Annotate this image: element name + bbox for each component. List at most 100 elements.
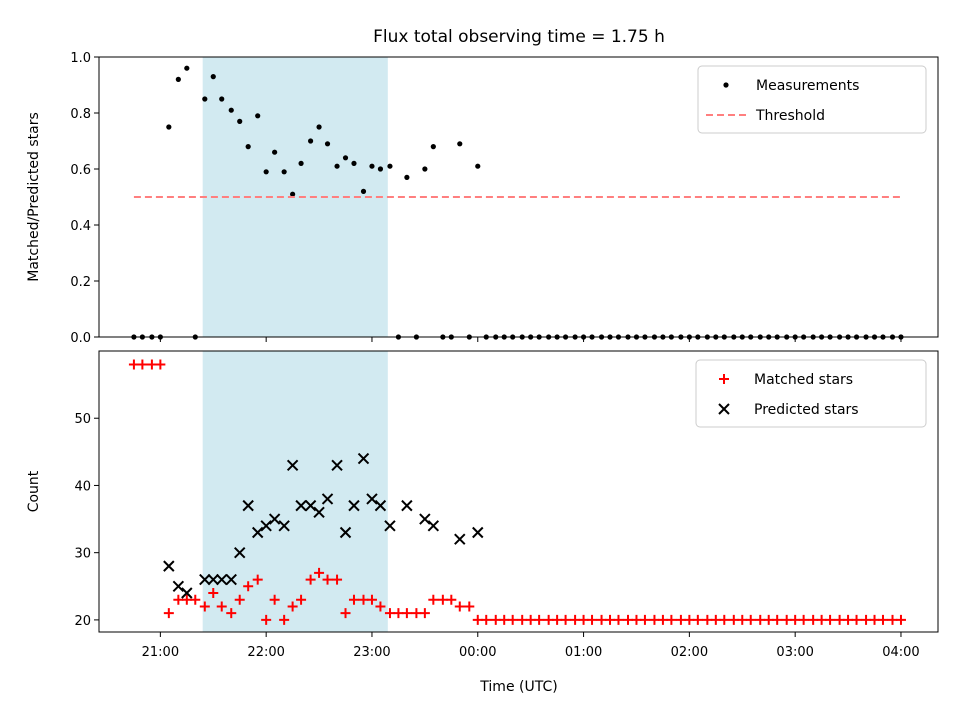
x-tick-label: 01:00 bbox=[565, 645, 602, 660]
predicted-star-point bbox=[207, 573, 219, 586]
predicted-star-point bbox=[286, 459, 299, 471]
predicted-star-point bbox=[427, 520, 440, 532]
matched-star-point bbox=[587, 614, 598, 625]
matched-star-point bbox=[181, 594, 192, 605]
count-x-ticks: 21:00 22:00 23:00 00:00 01:00 02:00 03:00 04:00 bbox=[142, 632, 920, 660]
predicted-star-point bbox=[331, 459, 343, 471]
matched-star-point bbox=[570, 614, 581, 625]
measurement-point bbox=[377, 166, 384, 172]
predicted-star-point bbox=[401, 499, 413, 512]
predicted-star-point bbox=[260, 520, 272, 532]
predicted-star-point bbox=[295, 499, 307, 512]
matched-star-point bbox=[366, 594, 377, 605]
measurement-point bbox=[281, 169, 287, 175]
matched-star-point bbox=[199, 601, 210, 612]
predicted-star-point bbox=[339, 526, 352, 539]
matched-star-point bbox=[128, 359, 139, 370]
count-y-ticks: 20 30 40 50 bbox=[74, 412, 99, 629]
matched-star-point bbox=[790, 614, 801, 625]
matched-star-point bbox=[702, 614, 713, 625]
predicted-star-point bbox=[348, 499, 360, 512]
legend-label: Matched stars bbox=[754, 372, 853, 388]
y-tick-label: 1.0 bbox=[70, 51, 91, 66]
predicted-star-point bbox=[454, 533, 466, 545]
legend-label: Predicted stars bbox=[754, 402, 859, 418]
x-axis-label: Time (UTC) bbox=[479, 679, 557, 695]
matched-star-point bbox=[437, 594, 448, 605]
count-axes-frame bbox=[98, 350, 939, 633]
matched-star-point bbox=[279, 614, 290, 625]
matched-star-point bbox=[507, 614, 518, 625]
matched-star-point bbox=[411, 608, 422, 619]
predicted-star-point bbox=[251, 526, 264, 539]
measurement-point bbox=[324, 141, 331, 147]
measurement-point bbox=[263, 169, 269, 175]
matched-star-point bbox=[348, 594, 359, 605]
matched-star-point bbox=[499, 614, 510, 625]
matched-star-point bbox=[851, 614, 862, 625]
matched-star-point bbox=[137, 359, 148, 370]
measurement-point bbox=[245, 144, 251, 150]
count-marks bbox=[128, 359, 906, 625]
legend-handle-matched bbox=[719, 374, 729, 384]
matched-star-point bbox=[332, 574, 343, 585]
matched-star-point bbox=[446, 594, 457, 605]
matched-star-point bbox=[314, 567, 325, 578]
measurement-point bbox=[298, 160, 304, 166]
ratio-panel: 0.0 0.2 0.4 0.6 0.8 1.0 Matched/Predicted sta… bbox=[26, 51, 939, 346]
x-tick-label: 21:00 bbox=[142, 645, 179, 660]
matched-star-point bbox=[596, 614, 607, 625]
predicted-star-point bbox=[321, 493, 334, 505]
predicted-star-point bbox=[268, 513, 281, 525]
measurement-point bbox=[255, 113, 261, 119]
count-legend: Matched stars Predicted stars bbox=[695, 359, 927, 428]
matched-star-point bbox=[146, 359, 157, 370]
matched-star-point bbox=[613, 614, 624, 625]
matched-star-point bbox=[763, 614, 774, 625]
measurement-point bbox=[272, 149, 278, 155]
matched-star-point bbox=[384, 608, 395, 619]
measurement-point bbox=[237, 118, 243, 124]
y-tick-label: 20 bbox=[74, 614, 91, 629]
y-tick-label: 0.2 bbox=[70, 275, 91, 290]
x-tick-label: 02:00 bbox=[671, 645, 708, 660]
matched-star-point bbox=[173, 594, 184, 605]
matched-star-point bbox=[719, 614, 730, 625]
matched-star-point bbox=[525, 614, 536, 625]
matched-star-point bbox=[393, 608, 404, 619]
matched-star-point bbox=[358, 594, 369, 605]
matched-star-point bbox=[517, 614, 528, 625]
matched-star-point bbox=[772, 614, 783, 625]
predicted-star-point bbox=[419, 513, 431, 525]
matched-star-point bbox=[190, 594, 201, 605]
x-tick-label: 00:00 bbox=[459, 645, 496, 660]
measurement-point bbox=[210, 74, 216, 80]
measurement-point bbox=[342, 155, 349, 161]
predicted-star-point bbox=[366, 493, 378, 505]
matched-star-point bbox=[269, 594, 280, 605]
matched-star-point bbox=[781, 614, 792, 625]
matched-star-point bbox=[895, 614, 906, 625]
matched-star-point bbox=[464, 601, 475, 612]
measurement-point bbox=[422, 166, 428, 172]
measurement-point bbox=[475, 163, 481, 169]
matched-star-point bbox=[692, 614, 703, 625]
matched-star-point bbox=[843, 614, 854, 625]
predicted-star-point bbox=[234, 546, 246, 559]
measurement-point bbox=[290, 191, 296, 197]
count-panel: 20 30 40 50 21:00 22:00 23:00 00:00 01:00 02:00 0… bbox=[26, 350, 939, 695]
y-tick-label: 30 bbox=[74, 547, 91, 562]
matched-star-point bbox=[649, 614, 660, 625]
matched-star-point bbox=[825, 614, 836, 625]
matched-star-point bbox=[261, 614, 272, 625]
legend-box bbox=[695, 359, 927, 428]
matched-star-point bbox=[560, 614, 571, 625]
legend-handle-measurements bbox=[723, 82, 729, 88]
x-tick-label: 04:00 bbox=[882, 645, 919, 660]
measurement-point bbox=[219, 96, 225, 102]
matched-star-point bbox=[578, 614, 589, 625]
y-tick-label: 40 bbox=[74, 479, 91, 494]
measurement-point bbox=[175, 76, 181, 82]
ratio-legend: Measurements Threshold bbox=[697, 65, 927, 134]
ratio-x-ticks bbox=[159, 337, 902, 342]
